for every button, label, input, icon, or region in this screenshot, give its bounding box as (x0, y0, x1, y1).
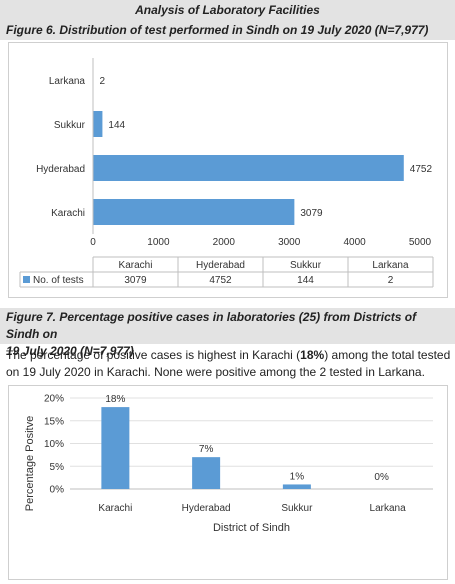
category-label-2: Sukkur (54, 120, 86, 131)
x-tick-label-5: 5000 (409, 237, 432, 248)
category-label-0: Karachi (98, 503, 132, 514)
figure7-description: The percentage of positive cases is high… (6, 347, 454, 381)
figure7-chart-frame (8, 385, 448, 580)
x-tick-label-0: 0 (90, 237, 96, 248)
bar-hyderabad (192, 457, 221, 489)
bar-sukkur (93, 111, 103, 137)
description-highlight: 18% (300, 348, 325, 362)
table-value-1: 4752 (209, 275, 232, 286)
x-axis-title: District of Sindh (213, 522, 290, 534)
table-series-name: No. of tests (33, 275, 84, 286)
bar-hyderabad (93, 155, 404, 181)
table-header-3: Larkana (372, 260, 409, 271)
y-tick-label-2: 10% (44, 439, 64, 450)
description-text-before: The percentage of positive cases is high… (6, 348, 301, 362)
table-header-1: Hyderabad (196, 260, 245, 271)
category-label-2: Sukkur (281, 503, 313, 514)
y-tick-label-3: 15% (44, 416, 64, 427)
x-tick-label-3: 3000 (278, 237, 301, 248)
data-label-2: 144 (108, 120, 125, 131)
section-header: Analysis of Laboratory Facilities (0, 0, 455, 20)
bar-karachi (93, 199, 295, 225)
table-legend-key (23, 276, 30, 283)
data-label-0: 18% (105, 394, 125, 405)
table-value-0: 3079 (124, 275, 147, 286)
table-value-3: 2 (388, 275, 394, 286)
category-label-0: Karachi (51, 208, 85, 219)
data-label-1: 4752 (410, 164, 433, 175)
y-axis-title: Percentage Positve (24, 416, 36, 511)
description-text-after: ) among the total tested on 19 July 2020… (6, 348, 451, 379)
data-label-0: 3079 (300, 208, 323, 219)
y-tick-label-4: 20% (44, 394, 64, 405)
bar-sukkur (282, 484, 311, 489)
bar-karachi (101, 407, 130, 489)
figure7-title-line2: 19 July 2020 (N=7,977) (6, 344, 134, 358)
category-label-3: Larkana (49, 76, 86, 87)
data-label-3: 0% (374, 472, 389, 483)
data-label-2: 1% (290, 471, 305, 482)
data-label-3: 2 (100, 76, 106, 87)
y-tick-label-1: 5% (50, 462, 65, 473)
category-label-1: Hyderabad (36, 164, 85, 175)
x-tick-label-1: 1000 (147, 237, 170, 248)
category-label-3: Larkana (370, 503, 407, 514)
data-label-1: 7% (199, 444, 214, 455)
table-value-2: 144 (297, 275, 314, 286)
category-label-1: Hyderabad (182, 503, 231, 514)
figure7-title-line1: Figure 7. Percentage positive cases in l… (6, 310, 417, 341)
table-header-0: Karachi (119, 260, 153, 271)
table-header-2: Sukkur (290, 260, 322, 271)
figure7-title: Figure 7. Percentage positive cases in l… (0, 308, 455, 358)
x-tick-label-2: 2000 (213, 237, 236, 248)
x-tick-label-4: 4000 (343, 237, 366, 248)
y-tick-label-0: 0% (50, 485, 65, 496)
figure6-title: Figure 6. Distribution of test performed… (0, 20, 455, 40)
